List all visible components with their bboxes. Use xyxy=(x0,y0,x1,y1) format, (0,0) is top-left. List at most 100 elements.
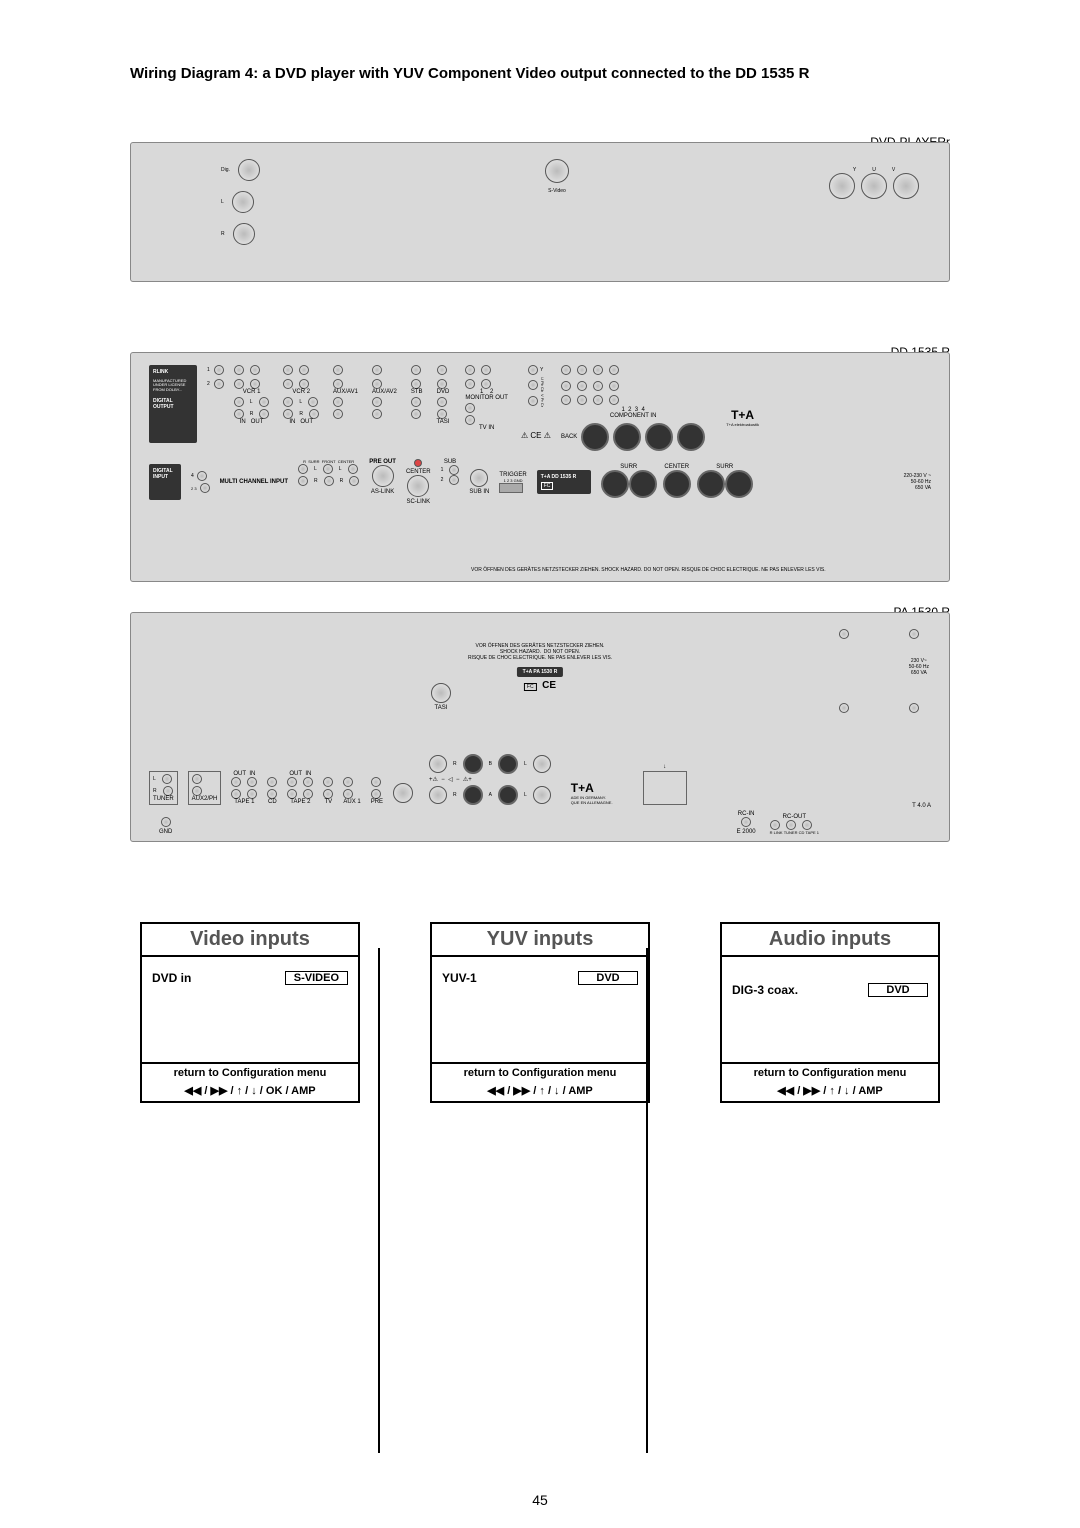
pa-aux1-label: AUX 1 xyxy=(343,799,360,805)
pa-tuner2: TUNER xyxy=(784,830,798,835)
menu-footer[interactable]: return to Configuration menu xyxy=(722,1062,938,1082)
ce-mark: ⚠ CE ⚠ xyxy=(521,431,551,440)
pa-cd2: CD xyxy=(799,830,805,835)
digin-1 xyxy=(214,365,224,375)
subin-jack xyxy=(470,469,488,487)
audio-inputs-menu: Audio inputs DIG-3 coax. DVD return to C… xyxy=(720,922,940,1103)
speaker-term xyxy=(613,423,641,451)
video-inputs-menu: Video inputs DVD in S-VIDEO return to Co… xyxy=(140,922,360,1103)
pa-tasi-label: TASI xyxy=(431,705,451,711)
dd1535-panel: RLINK MANUFACTURED UNDER LICENSE FROM DO… xyxy=(130,352,950,582)
model-text: T+A DD 1535 R xyxy=(541,474,587,480)
y-label: Y xyxy=(853,167,856,173)
digital-input-panel: DIGITAL INPUT xyxy=(149,464,181,500)
menu-row-label: DVD in xyxy=(152,971,191,985)
vcr2-label: VCR 2 xyxy=(283,389,319,395)
model-badge: T+A DD 1535 R FC xyxy=(537,470,591,494)
pa-aux2ph-label: AUX2/PH xyxy=(192,796,218,802)
page-number: 45 xyxy=(532,1492,548,1508)
back-left-label: BACK xyxy=(561,434,577,440)
gnd-terminal xyxy=(161,817,171,827)
pa-made: ADE IN GERMANY. QUE EN ALLEMAGNE. xyxy=(571,795,613,805)
dvd-label: DVD xyxy=(437,389,450,395)
pa1530-panel: VOR ÖFFNEN DES GERÄTES NETZSTECKER ZIEHE… xyxy=(130,612,950,842)
pa-voltage: 230 V~ 50-60 Hz 650 VA xyxy=(909,658,929,676)
pa-tape2-label: TAPE 2 xyxy=(287,799,313,805)
aslink-label: AS-LINK xyxy=(369,489,396,495)
screw xyxy=(839,703,849,713)
multi-channel-label: MULTI CHANNEL INPUT xyxy=(220,479,288,485)
svideo-label: S-Video xyxy=(545,188,569,194)
menu-row-label: YUV-1 xyxy=(442,971,477,985)
stb-label: STB xyxy=(411,389,423,395)
in-label: IN xyxy=(240,419,246,425)
menu-nav: ◀◀ / ▶▶ / ↑ / ↓ / AMP xyxy=(432,1082,648,1101)
menu-nav: ◀◀ / ▶▶ / ↑ / ↓ / OK / AMP xyxy=(142,1082,358,1101)
tasi-label: TASI xyxy=(437,419,450,425)
menu-row-label: DIG-3 coax. xyxy=(732,983,798,997)
out-label2: OUT xyxy=(300,419,313,425)
pa-pre-label: PRE xyxy=(371,799,383,805)
digital-output-label: DIGITAL OUTPUT xyxy=(153,398,193,410)
auxav2-label: AUX/AV2 xyxy=(372,389,397,395)
speaker-term xyxy=(677,423,705,451)
trigger-label: TRIGGER xyxy=(499,472,526,478)
digin-2 xyxy=(214,379,224,389)
warning-text: VOR ÖFFNEN DES GERÄTES NETZSTECKER ZIEHE… xyxy=(471,567,826,573)
menu-nav: ◀◀ / ▶▶ / ↑ / ↓ / AMP xyxy=(722,1082,938,1101)
menu-footer[interactable]: return to Configuration menu xyxy=(432,1062,648,1082)
menu-row-value[interactable]: DVD xyxy=(868,983,928,997)
config-menus-row: Video inputs DVD in S-VIDEO return to Co… xyxy=(130,922,950,1103)
voltage-label: 220-230 V ~ 50-60 Hz 650 VA xyxy=(904,473,931,491)
svideo-jack xyxy=(545,159,569,183)
r-label: R xyxy=(221,231,225,237)
pa-tape1-label: TAPE 1 xyxy=(231,799,257,805)
vcr1-label: VCR 1 xyxy=(234,389,270,395)
y-jack xyxy=(829,173,855,199)
screw xyxy=(909,629,919,639)
dig-label: Dig. xyxy=(221,167,230,173)
auxav1-label: AUX/AV1 xyxy=(333,389,358,395)
menu-title: Video inputs xyxy=(142,924,358,957)
pa-brand: T+A xyxy=(571,781,613,795)
menu-title: Audio inputs xyxy=(722,924,938,957)
yuv-inputs-menu: YUV inputs YUV-1 DVD return to Configura… xyxy=(430,922,650,1103)
page-title: Wiring Diagram 4: a DVD player with YUV … xyxy=(130,65,950,82)
digital-input-label: DIGITAL INPUT xyxy=(153,468,177,480)
monitor-out-label: MONITOR OUT xyxy=(465,395,508,401)
surr-label: SURR xyxy=(601,464,657,470)
screw xyxy=(839,629,849,639)
trigger-terminal xyxy=(499,483,523,493)
pa-tape1b: TAPE 1 xyxy=(806,830,820,835)
center-led xyxy=(414,459,422,467)
fuse-holder: ↓ xyxy=(643,771,687,805)
menu-row-value[interactable]: S-VIDEO xyxy=(285,971,348,985)
menu-title: YUV inputs xyxy=(432,924,648,957)
sclink-label: SC-LINK xyxy=(406,499,431,505)
aslink-jack xyxy=(372,465,394,487)
u-jack xyxy=(861,173,887,199)
l-label: L xyxy=(221,199,224,205)
surr2-label: SURR xyxy=(697,464,753,470)
pa-gnd-label: GND xyxy=(159,829,172,835)
speaker-term xyxy=(645,423,673,451)
pa-tuner-label: TUNER xyxy=(153,796,174,802)
screw xyxy=(909,703,919,713)
r-jack xyxy=(233,223,255,245)
in-label2: IN xyxy=(289,419,295,425)
menu-row-value[interactable]: DVD xyxy=(578,971,638,985)
e2000-label: E 2000 xyxy=(737,829,756,835)
fuse-label: T 4.0 A xyxy=(912,803,931,809)
rlink-label: RLINK xyxy=(153,369,193,375)
menu-footer[interactable]: return to Configuration menu xyxy=(142,1062,358,1082)
pa-ce: CE xyxy=(542,680,556,691)
v-label: V xyxy=(892,167,895,173)
brand-label: T+A xyxy=(726,408,759,422)
subin-label: SUB IN xyxy=(469,489,489,495)
pa-tv-label: TV xyxy=(323,799,333,805)
dvd-player-panel: Dig. L R S-Video Y U V xyxy=(130,142,950,282)
v-jack xyxy=(893,173,919,199)
l-jack xyxy=(232,191,254,213)
rcin-jack xyxy=(741,817,751,827)
digital-jack xyxy=(238,159,260,181)
